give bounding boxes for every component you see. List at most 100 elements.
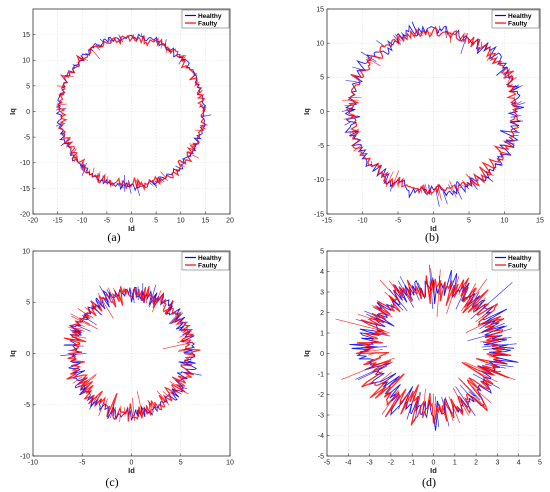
x-axis-label: Id (128, 224, 135, 233)
y-tick-label: 10 (316, 41, 324, 48)
data-spike (178, 325, 185, 331)
data-spike (446, 276, 460, 315)
x-tick-label: -5 (104, 218, 110, 225)
y-tick-label: 0 (320, 351, 324, 358)
data-spike (404, 397, 410, 411)
y-tick-label: 2 (320, 310, 324, 317)
data-spike (73, 157, 77, 163)
data-spike (464, 361, 496, 376)
y-tick-label: 5 (26, 83, 30, 90)
data-spike (360, 51, 377, 62)
data-spike (70, 148, 77, 156)
x-tick-label: 5 (154, 218, 158, 225)
data-spike (494, 363, 514, 368)
data-spike (501, 151, 511, 155)
data-spike (442, 191, 448, 205)
data-spike (171, 383, 189, 395)
x-tick-label: -1 (409, 460, 415, 467)
data-spike (81, 385, 90, 393)
data-spike (350, 130, 361, 137)
data-spike (74, 327, 82, 330)
data-spike (335, 318, 390, 333)
data-spike (163, 176, 169, 182)
x-tick-label: -10 (357, 218, 367, 225)
data-spike (466, 283, 477, 301)
data-spike (89, 396, 98, 410)
data-spike (95, 299, 103, 308)
data-spike (175, 312, 183, 321)
data-spike (467, 393, 476, 403)
data-spike (131, 397, 136, 421)
data-spike (82, 320, 98, 330)
data-spike (343, 115, 358, 120)
data-spike (179, 385, 188, 390)
data-spike (434, 403, 438, 413)
data-spike (135, 179, 140, 188)
x-tick-label: 0 (432, 460, 436, 467)
data-spike (72, 376, 83, 384)
data-spike (59, 92, 65, 95)
panel-0: -20 -15 -10 -5 0 5 10 15 20 -20 -15 -10 -5 0 5 10 15 Id Iq… (8, 8, 234, 244)
x-tick-label: 10 (501, 218, 509, 225)
x-tick-label: 1 (453, 460, 457, 467)
data-spike (379, 371, 392, 382)
data-spike (73, 323, 91, 332)
data-spike (63, 344, 84, 347)
data-spike (92, 167, 95, 174)
y-tick-label: -15 (314, 211, 324, 218)
y-tick-label: 15 (22, 32, 30, 39)
y-tick-label: -10 (20, 160, 30, 167)
data-spike (367, 352, 377, 356)
data-spike (193, 81, 200, 87)
y-tick-label: -20 (20, 211, 30, 218)
data-spike (81, 373, 97, 385)
data-spike (167, 300, 175, 311)
data-spike (168, 391, 176, 396)
y-tick-label: 1 (320, 330, 324, 337)
data-spike (474, 370, 498, 383)
data-spike (429, 185, 432, 196)
data-spike (154, 180, 158, 183)
data-spike (165, 47, 168, 54)
data-spike (106, 289, 114, 303)
y-tick-label: 10 (22, 248, 30, 255)
data-spike (108, 179, 111, 184)
data-spike (485, 318, 498, 326)
data-spike (373, 370, 383, 379)
data-spike (128, 179, 131, 187)
data-spike (364, 347, 373, 351)
x-tick-label: 15 (536, 218, 544, 225)
y-tick-label: 5 (320, 75, 324, 82)
data-spike (177, 337, 191, 344)
x-tick-label: -15 (53, 218, 63, 225)
data-spike (461, 287, 477, 312)
y-tick-label: -10 (20, 453, 30, 460)
x-axis-label: Id (430, 466, 437, 475)
data-spike (138, 410, 143, 420)
data-spike (147, 399, 155, 413)
data-spike (378, 168, 380, 172)
data-spike (149, 182, 153, 186)
data-spike (513, 96, 516, 100)
panel-1: -15 -10 -5 0 5 10 15 -15 -10 -5 0 5 10 15 Id Iq HealthyF… (302, 6, 544, 244)
data-spike (344, 103, 356, 107)
data-spike (414, 392, 422, 422)
data-spike (358, 348, 383, 354)
data-spike (85, 169, 88, 172)
data-spike (449, 180, 457, 198)
data-spike (444, 396, 454, 422)
data-spike (481, 343, 517, 348)
data-spike (66, 144, 68, 148)
panel-label: (d) (422, 475, 436, 489)
data-spike (81, 315, 97, 326)
y-tick-label: 5 (26, 300, 30, 307)
data-spike (424, 183, 428, 192)
data-spike (179, 330, 192, 338)
data-spike (366, 357, 381, 363)
data-spike (71, 315, 90, 326)
data-spike (477, 40, 480, 47)
data-spike (481, 367, 516, 381)
data-spike (60, 353, 87, 356)
